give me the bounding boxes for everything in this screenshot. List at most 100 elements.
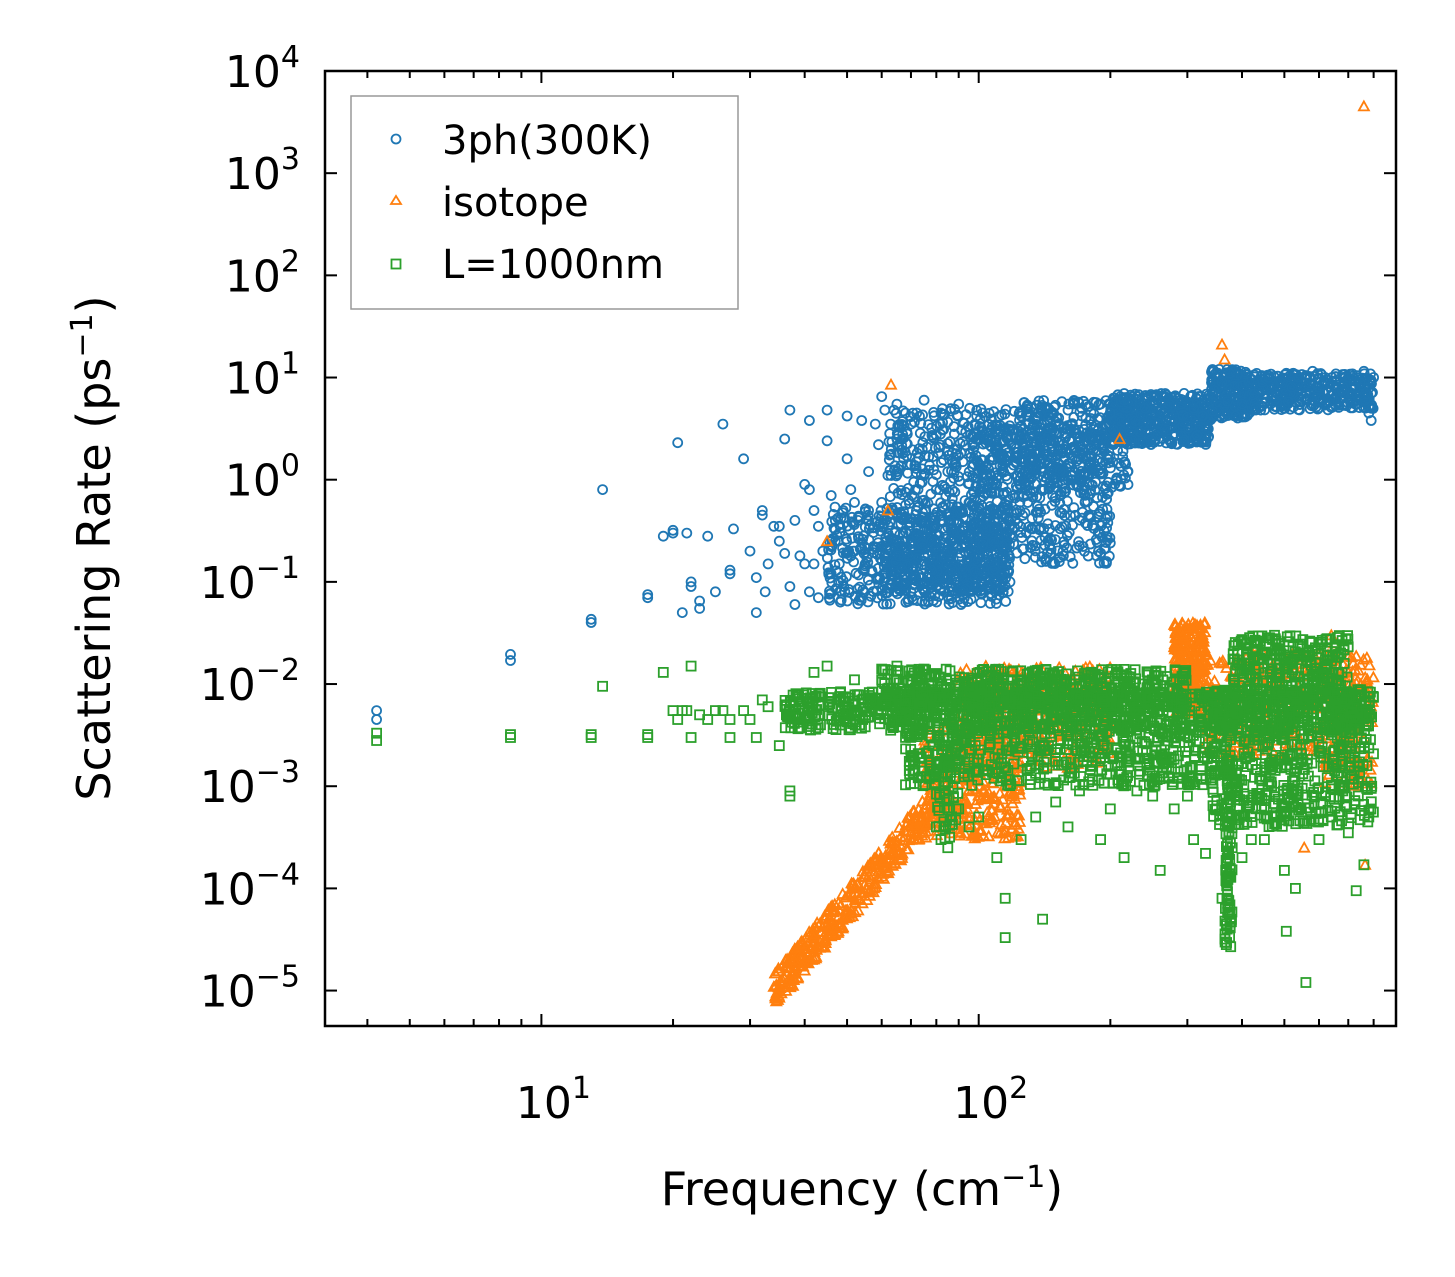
data-point (789, 515, 801, 526)
data-point (1143, 428, 1155, 440)
data-point (1300, 387, 1312, 399)
data-point (585, 613, 597, 625)
data-point (884, 598, 896, 610)
data-point (1024, 456, 1036, 468)
data-point (1019, 553, 1031, 565)
data-point (960, 583, 971, 595)
data-point (986, 424, 997, 436)
data-point (926, 422, 937, 434)
data-point (1328, 394, 1340, 406)
data-point (1054, 507, 1066, 518)
data-point (1311, 392, 1322, 404)
data-point (1021, 462, 1033, 474)
data-point (829, 515, 841, 526)
data-point (863, 505, 874, 516)
data-point (1305, 372, 1316, 384)
data-point (942, 466, 954, 478)
data-point (954, 507, 966, 519)
data-point (642, 592, 654, 604)
data-point (1216, 376, 1228, 388)
data-point (1105, 426, 1117, 437)
data-point (1012, 470, 1023, 482)
data-point (957, 456, 969, 468)
data-point (1058, 539, 1070, 551)
data-point (930, 484, 942, 496)
data-point (910, 463, 922, 474)
data-point (881, 535, 893, 546)
data-point (843, 547, 854, 558)
data-point (1078, 395, 1089, 407)
data-point (849, 545, 860, 557)
data-point (946, 563, 958, 575)
data-point (1207, 405, 1218, 417)
data-point (1091, 550, 1102, 562)
data-point (744, 545, 756, 557)
data-point (1044, 416, 1056, 428)
data-point (1027, 453, 1039, 465)
data-point (1098, 557, 1110, 569)
data-point (1085, 538, 1096, 550)
data-point (999, 580, 1011, 592)
data-point (750, 607, 762, 618)
data-point (1009, 441, 1020, 453)
data-point (872, 592, 883, 604)
data-point (1280, 367, 1292, 379)
data-point (947, 526, 959, 537)
data-point (1187, 389, 1198, 401)
data-point (1338, 399, 1350, 411)
data-point (1091, 492, 1103, 504)
data-point (935, 515, 947, 526)
data-point (1001, 486, 1013, 498)
data-point (956, 570, 968, 582)
data-point (1122, 466, 1133, 478)
data-point (996, 569, 1007, 580)
data-point (969, 566, 981, 577)
data-point (1161, 401, 1173, 412)
data-point (1101, 556, 1112, 567)
data-point (1185, 391, 1197, 402)
data-point (935, 418, 946, 430)
data-point (1131, 391, 1143, 403)
data-point (926, 429, 938, 441)
data-point (917, 542, 928, 554)
data-point (1061, 530, 1073, 541)
data-point (779, 433, 791, 445)
data-point (890, 526, 902, 538)
data-point (1167, 409, 1178, 421)
data-point (1166, 414, 1178, 426)
data-point (1013, 490, 1025, 502)
data-point (1009, 522, 1021, 534)
data-point (1084, 456, 1096, 468)
data-point (1320, 384, 1332, 396)
data-point (1002, 473, 1013, 485)
data-point (897, 448, 908, 460)
data-point (916, 572, 928, 583)
data-point (977, 407, 988, 419)
data-point (1043, 483, 1055, 495)
data-point (804, 484, 815, 496)
data-point (997, 555, 1009, 566)
data-point (1241, 410, 1253, 421)
data-point (876, 496, 888, 508)
data-point (978, 519, 989, 530)
data-point (987, 565, 998, 576)
data-point (1126, 424, 1138, 436)
data-point (1008, 538, 1020, 550)
data-point (794, 550, 806, 562)
data-point (970, 553, 981, 565)
data-point (1256, 374, 1268, 386)
data-point (884, 542, 895, 553)
data-point (1231, 408, 1243, 420)
data-point (1039, 503, 1051, 515)
data-point (970, 450, 982, 462)
data-point (1329, 375, 1341, 387)
data-point (804, 586, 815, 598)
data-point (1342, 372, 1354, 383)
data-point (821, 404, 833, 416)
data-point (783, 980, 797, 993)
data-point (936, 457, 947, 468)
data-point (1073, 536, 1084, 548)
data-point (1090, 397, 1102, 408)
data-point (1273, 375, 1285, 387)
data-point (970, 541, 982, 553)
